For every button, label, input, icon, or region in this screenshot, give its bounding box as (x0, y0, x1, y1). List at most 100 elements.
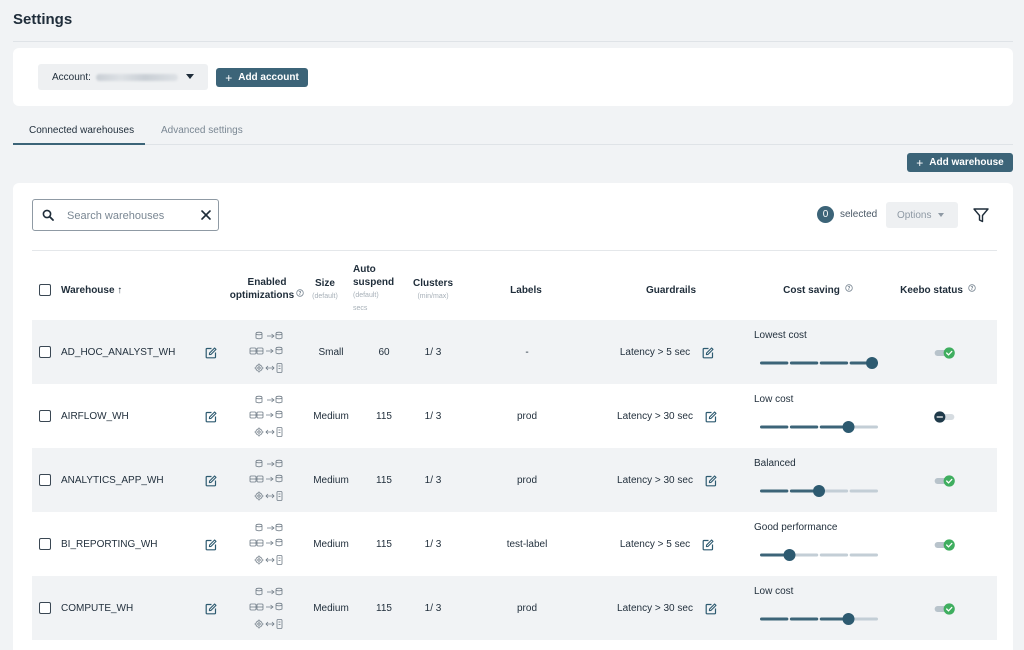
row-checkbox[interactable] (39, 602, 51, 614)
slider-segment (789, 361, 819, 365)
cost-saving-label: Balanced (754, 458, 796, 469)
column-header-guardrails: Guardrails (645, 285, 697, 296)
warehouses-card: 0 selected Options Warehouse ↑ Enabled o… (13, 183, 1013, 650)
enabled-optimizations-icons (248, 586, 288, 632)
warehouse-labels: prod (516, 411, 538, 422)
edit-warehouse-icon[interactable] (205, 474, 217, 487)
edit-warehouse-icon[interactable] (205, 346, 217, 359)
enabled-optimizations-icons (248, 330, 288, 376)
auto-suspend-value: 115 (376, 603, 392, 614)
plus-icon: + (225, 70, 233, 85)
slider-knob[interactable] (842, 613, 855, 625)
selected-label: selected (840, 209, 878, 220)
search-input[interactable] (67, 208, 187, 224)
header-clusters-label: Clusters (412, 278, 453, 289)
edit-warehouse-icon[interactable] (205, 410, 217, 423)
cost-saving-slider[interactable] (760, 549, 878, 561)
keebo-status-toggle[interactable] (932, 475, 957, 487)
slider-knob[interactable] (813, 485, 825, 497)
slider-knob[interactable] (842, 421, 855, 433)
header-divider (32, 250, 997, 251)
close-icon[interactable] (199, 208, 213, 222)
clusters-value: 1/ 3 (424, 347, 442, 358)
select-all-checkbox[interactable] (39, 284, 51, 296)
edit-warehouse-icon[interactable] (205, 538, 217, 551)
add-warehouse-button[interactable]: + Add warehouse (907, 153, 1013, 172)
search-icon (42, 209, 54, 221)
warehouse-labels: - (525, 347, 529, 358)
keebo-status-toggle[interactable] (932, 411, 957, 423)
cost-saving-slider[interactable] (760, 485, 878, 497)
guardrail-value: Latency > 5 sec (619, 347, 691, 358)
cost-saving-label: Good performance (754, 522, 838, 533)
guardrail-value: Latency > 30 sec (617, 411, 693, 422)
toggle-knob (943, 347, 955, 359)
header-auto-sub1: (default) (353, 292, 379, 299)
warehouse-labels: prod (516, 475, 538, 486)
warehouse-labels: prod (516, 603, 538, 614)
edit-guardrail-icon[interactable] (702, 346, 714, 359)
edit-warehouse-icon[interactable] (205, 602, 217, 615)
keebo-status-toggle[interactable] (932, 603, 957, 615)
keebo-status-toggle[interactable] (932, 347, 957, 359)
options-dropdown[interactable]: Options (886, 202, 958, 228)
slider-knob[interactable] (783, 549, 796, 561)
cost-saving-slider[interactable] (760, 357, 878, 369)
row-checkbox[interactable] (39, 346, 51, 358)
slider-segment (819, 361, 849, 365)
auto-suspend-value: 115 (376, 411, 392, 422)
add-warehouse-label: Add warehouse (929, 157, 1004, 168)
slider-segment (760, 361, 789, 365)
edit-guardrail-icon[interactable] (705, 602, 717, 615)
row-checkbox[interactable] (39, 474, 51, 486)
keebo-status-toggle[interactable] (932, 539, 957, 551)
column-header-warehouse[interactable]: Warehouse ↑ (61, 285, 123, 296)
slider-segment (789, 489, 819, 493)
clusters-value: 1/ 3 (424, 411, 442, 422)
cost-saving-slider[interactable] (760, 613, 878, 625)
warehouse-size: Medium (313, 411, 349, 422)
plus-icon: + (916, 155, 924, 170)
check-icon (946, 478, 953, 484)
header-cost-saving-label: Cost saving (783, 285, 840, 296)
caret-down-icon (938, 213, 944, 217)
warehouse-size: Small (318, 347, 344, 358)
row-checkbox[interactable] (39, 538, 51, 550)
column-header-enabled-optimizations: Enabled optimizations? (227, 276, 307, 302)
header-auto-line2: suspend (353, 277, 395, 288)
info-icon[interactable]: ? (968, 284, 976, 292)
edit-guardrail-icon[interactable] (705, 474, 717, 487)
slider-segment (789, 617, 819, 621)
column-header-clusters: Clusters (min/max) (408, 277, 458, 303)
slider-segment (849, 425, 878, 429)
svg-text:?: ? (299, 291, 302, 297)
info-icon[interactable]: ? (296, 289, 304, 297)
title-divider (13, 41, 1013, 42)
filter-icon[interactable] (973, 208, 989, 223)
slider-segment (849, 553, 878, 557)
edit-guardrail-icon[interactable] (705, 410, 717, 423)
edit-guardrail-icon[interactable] (702, 538, 714, 551)
slider-segment (789, 425, 819, 429)
guardrail-value: Latency > 5 sec (619, 539, 691, 550)
auto-suspend-value: 115 (376, 475, 392, 486)
clusters-value: 1/ 3 (424, 475, 442, 486)
warehouse-size: Medium (313, 603, 349, 614)
cost-saving-label: Lowest cost (754, 330, 807, 341)
slider-segment (819, 425, 849, 429)
row-checkbox[interactable] (39, 410, 51, 422)
check-icon (946, 542, 953, 548)
slider-knob[interactable] (866, 357, 878, 369)
tab-advanced-settings[interactable]: Advanced settings (161, 125, 243, 136)
tab-connected-warehouses[interactable]: Connected warehouses (29, 125, 135, 136)
cost-saving-label: Low cost (754, 394, 794, 405)
warehouse-size: Medium (313, 539, 349, 550)
account-select[interactable]: Account: (38, 64, 208, 90)
add-account-button[interactable]: + Add account (216, 68, 308, 87)
options-label: Options (897, 209, 932, 221)
cost-saving-slider[interactable] (760, 421, 878, 433)
table-row: ANALYTICS_APP_WH Medium 115 1/ 3 prod Latency… (32, 448, 997, 512)
info-icon[interactable]: ? (845, 284, 853, 292)
slider-segment (760, 425, 789, 429)
table-row: COMPUTE_WH Medium 115 1/ 3 prod Latency > 30 … (32, 576, 997, 640)
